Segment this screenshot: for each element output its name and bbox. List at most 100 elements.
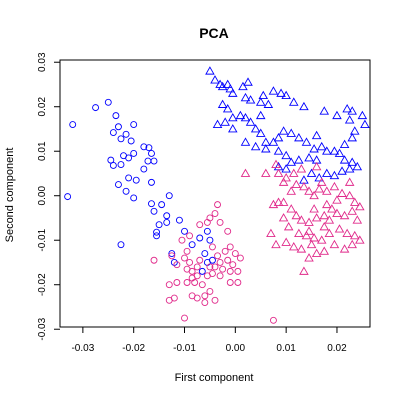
circle-point (214, 252, 221, 260)
circle-point (188, 292, 196, 300)
circle-point (165, 281, 173, 289)
circle-point (150, 207, 158, 215)
triangle-point (281, 173, 291, 182)
circle-point (211, 296, 219, 304)
circle-point (201, 292, 209, 300)
circle-point (178, 236, 186, 244)
triangle-point (294, 228, 304, 238)
circle-point (112, 112, 120, 120)
circle-point (196, 234, 204, 242)
circle-point (109, 162, 117, 169)
circle-point (203, 218, 211, 226)
triangle-point (334, 224, 345, 233)
triangle-point (263, 99, 274, 108)
circle-point (181, 254, 188, 262)
circle-point (198, 267, 206, 275)
triangle-point (258, 90, 269, 100)
triangle-point (339, 210, 350, 220)
triangle-point (355, 201, 365, 211)
triangle-point (332, 195, 342, 204)
triangle-point (327, 204, 337, 213)
circle-point (163, 218, 171, 226)
circle-point (148, 200, 155, 208)
circle-point (125, 154, 133, 162)
triangle-point (324, 215, 335, 224)
triangle-point (299, 181, 309, 191)
triangle-point (309, 204, 319, 213)
triangle-point (261, 168, 271, 177)
circle-point (211, 263, 219, 271)
triangle-point (339, 155, 350, 164)
y-tick-label: 0.00 (37, 186, 48, 206)
triangle-point (273, 146, 284, 155)
triangle-point (311, 248, 322, 258)
triangle-point (273, 132, 284, 142)
triangle-point (299, 266, 309, 275)
triangle-point (281, 90, 291, 100)
circle-point (122, 187, 130, 195)
circle-point (117, 241, 125, 249)
x-tick-label: -0.02 (122, 343, 145, 354)
circle-point (206, 287, 214, 295)
triangle-point (220, 117, 230, 126)
triangle-point (268, 86, 279, 95)
circle-point (127, 137, 135, 145)
circle-point (183, 247, 191, 255)
y-tick-label: -0.03 (37, 317, 48, 340)
triangle-point (349, 126, 360, 135)
circle-point (191, 279, 199, 286)
triangle-point (322, 199, 332, 209)
x-tick-label: 0.00 (226, 343, 246, 354)
triangle-point (355, 235, 365, 244)
circle-point (165, 192, 173, 200)
circle-point (206, 214, 214, 222)
circle-point (109, 129, 117, 136)
circle-point (114, 123, 122, 131)
circle-point (148, 149, 155, 157)
triangle-point (240, 168, 251, 177)
triangle-point (332, 110, 342, 120)
circle-point (216, 272, 224, 280)
circle-point (144, 157, 152, 165)
triangle-point (314, 184, 324, 193)
circle-point (130, 194, 138, 202)
data-points (64, 66, 370, 324)
circle-point (186, 259, 194, 266)
x-axis: -0.03 -0.02 -0.01 0.00 0.01 0.02 (71, 327, 347, 354)
triangle-point (281, 237, 291, 246)
circle-point (226, 243, 234, 251)
circle-point (145, 144, 153, 152)
triangle-point (304, 217, 314, 226)
triangle-point (311, 213, 322, 222)
triangle-point (349, 230, 360, 240)
triangle-point (278, 197, 289, 206)
triangle-point (347, 157, 357, 166)
triangle-point (329, 181, 340, 191)
triangle-point (319, 246, 330, 255)
circle-point (140, 165, 148, 173)
triangle-point (235, 110, 246, 120)
triangle-point (225, 84, 236, 93)
circle-point (130, 121, 138, 128)
circle-point (196, 256, 204, 264)
triangle-point (329, 170, 340, 180)
triangle-point (288, 241, 299, 251)
triangle-point (319, 106, 330, 115)
triangle-point (306, 239, 317, 249)
triangle-point (238, 81, 248, 91)
triangle-point (352, 161, 363, 171)
circle-point (206, 236, 214, 244)
circle-point (168, 250, 176, 258)
triangle-point (296, 244, 307, 253)
triangle-point (255, 110, 266, 120)
circle-point (64, 193, 72, 201)
triangle-point (322, 168, 332, 177)
triangle-point (228, 124, 238, 133)
triangle-point (357, 110, 368, 120)
triangle-point (311, 161, 322, 171)
triangle-point (294, 155, 304, 164)
triangle-point (228, 112, 238, 122)
circle-point (69, 121, 77, 128)
triangle-point (278, 177, 289, 186)
